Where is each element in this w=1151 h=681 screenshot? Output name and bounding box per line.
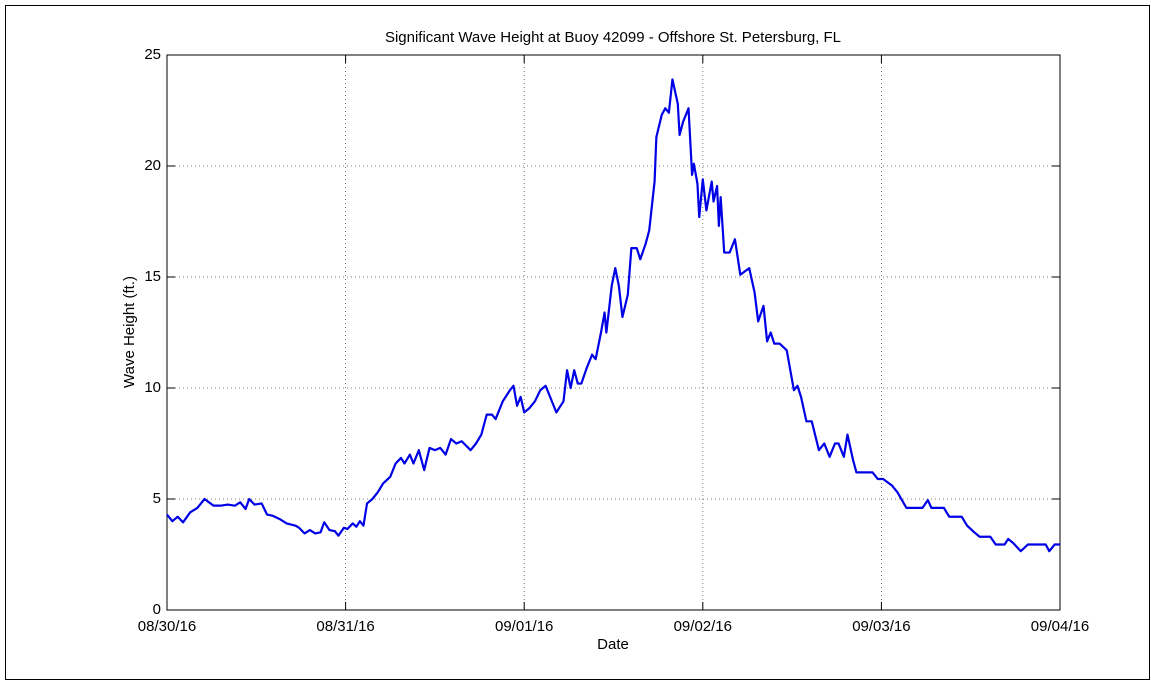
y-tick-label: 0 — [153, 601, 161, 618]
x-tick-label: 08/30/16 — [138, 618, 196, 635]
x-tick-label: 09/03/16 — [852, 618, 910, 635]
y-tick-label: 5 — [153, 490, 161, 507]
x-tick-label: 09/04/16 — [1031, 618, 1089, 635]
x-axis-label: Date — [597, 636, 629, 653]
x-tick-label: 08/31/16 — [316, 618, 374, 635]
chart-title: Significant Wave Height at Buoy 42099 - … — [385, 29, 841, 46]
frame — [5, 5, 1150, 680]
y-tick-label: 10 — [144, 379, 161, 396]
data-line — [166, 78, 1060, 553]
y-axis-label: Wave Height (ft.) — [121, 276, 138, 388]
y-tick-label: 20 — [144, 157, 161, 174]
plot-area — [167, 55, 1060, 610]
x-tick-label: 09/01/16 — [495, 618, 553, 635]
axes-box — [166, 54, 1061, 611]
x-tick-label: 09/02/16 — [674, 618, 732, 635]
y-tick-label: 25 — [144, 46, 161, 63]
y-tick-label: 15 — [144, 268, 161, 285]
